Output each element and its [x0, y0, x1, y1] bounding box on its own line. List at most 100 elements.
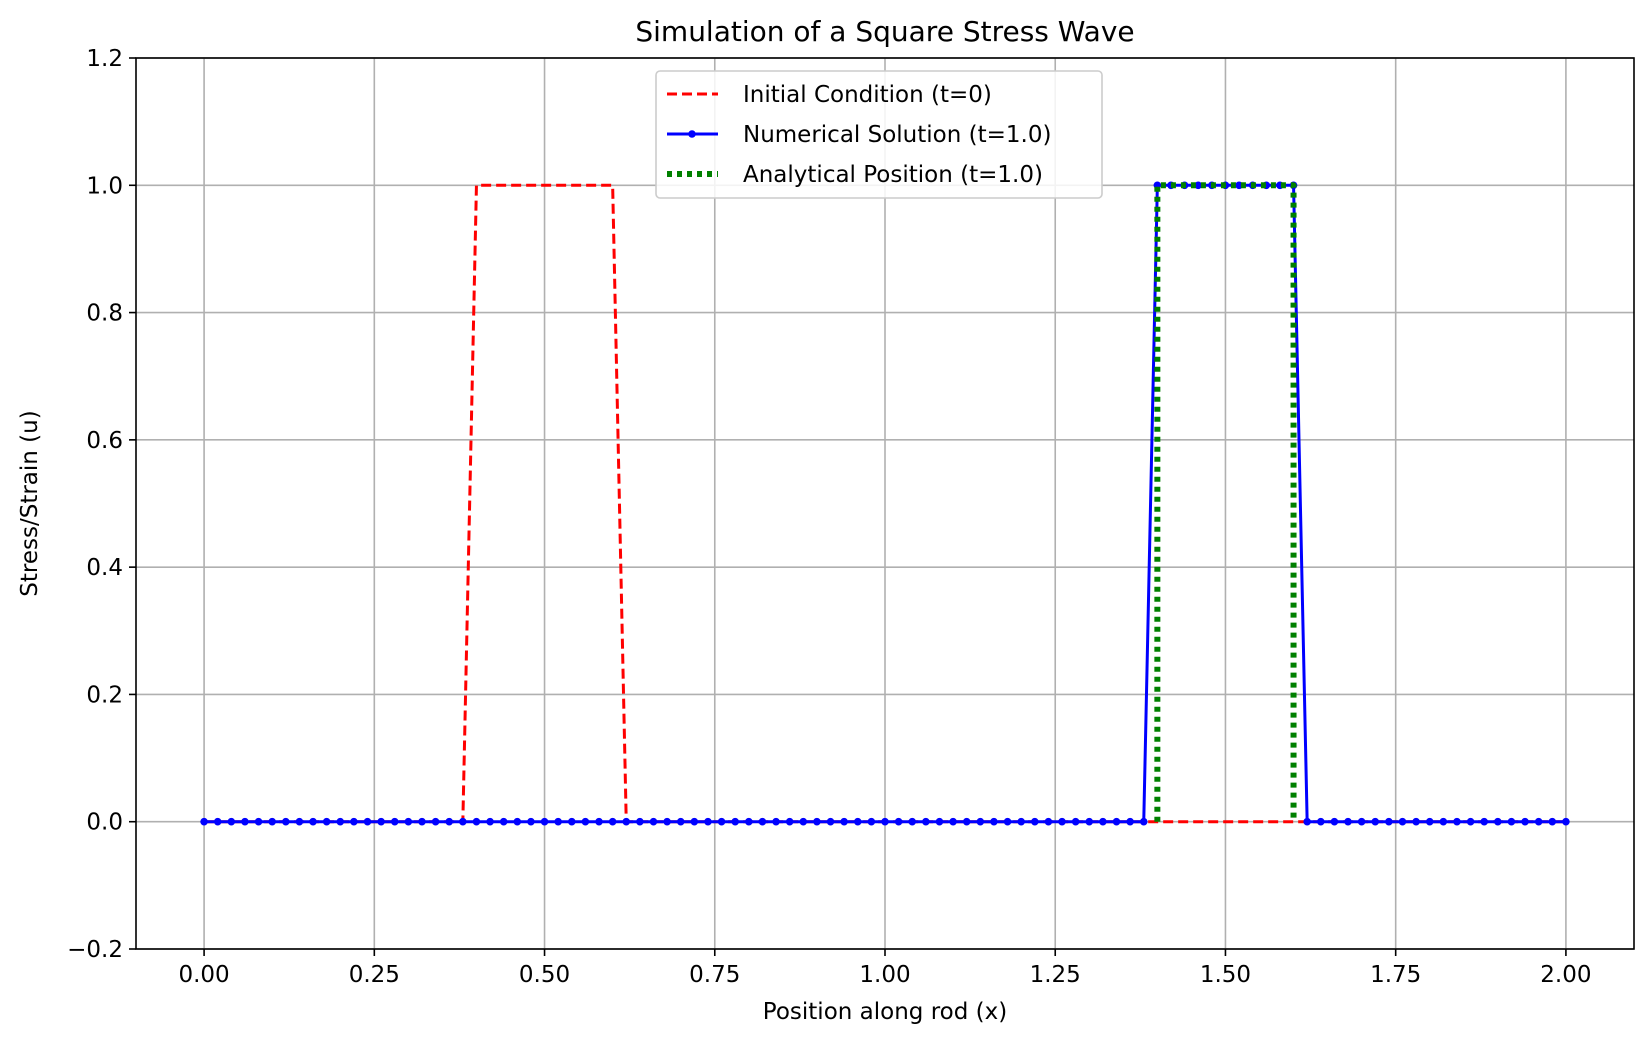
data-point [1357, 817, 1366, 826]
data-point [513, 817, 522, 826]
data-point [1085, 817, 1094, 826]
data-point [418, 817, 426, 826]
data-point [1194, 181, 1203, 190]
x-axis-label: Position along rod (x) [763, 999, 1007, 1025]
ticks: 0.00 0.25 0.50 0.75 1.00 1.25 1.50 1.75 2.00 −0.2… [67, 46, 1591, 988]
data-point [922, 817, 930, 826]
y-tick-label: −0.2 [67, 937, 123, 963]
data-point [350, 817, 358, 826]
data-point [241, 817, 249, 826]
data-point [567, 817, 576, 826]
data-point [527, 817, 535, 826]
data-point [1071, 817, 1080, 826]
data-point [690, 817, 699, 826]
data-point [268, 817, 276, 826]
y-tick-label: 1.2 [86, 46, 123, 72]
data-point [1562, 817, 1570, 826]
data-point [1112, 817, 1121, 826]
data-point [472, 817, 481, 826]
data-point [1031, 817, 1039, 826]
data-point [894, 817, 903, 826]
data-point [1003, 817, 1012, 826]
data-point [881, 817, 889, 826]
data-point [1507, 817, 1516, 826]
y-tick-label: 0.6 [86, 428, 123, 454]
data-point [336, 817, 345, 826]
data-point [813, 817, 821, 826]
data-point [663, 817, 671, 826]
data-point [649, 817, 658, 826]
x-tick-label: 2.00 [1540, 962, 1591, 988]
data-point [608, 817, 617, 826]
data-point [867, 817, 876, 826]
data-point [595, 817, 603, 826]
data-point [1017, 817, 1025, 826]
data-point [554, 817, 562, 826]
data-point [1412, 817, 1420, 826]
data-point [227, 817, 236, 826]
data-point [853, 817, 862, 826]
legend-label: Initial Condition (t=0) [743, 82, 992, 108]
data-point [1534, 817, 1543, 826]
legend-label: Numerical Solution (t=1.0) [743, 122, 1051, 148]
x-tick-label: 0.25 [349, 962, 400, 988]
x-tick-label: 0.75 [689, 962, 740, 988]
legend: Initial Condition (t=0) Numerical Solutio… [655, 70, 1103, 199]
legend-marker [688, 130, 696, 138]
data-point [785, 817, 794, 826]
data-point [377, 817, 385, 826]
data-point [404, 817, 413, 826]
data-point [581, 817, 590, 826]
data-point [1521, 817, 1529, 826]
data-point [1099, 817, 1107, 826]
data-point [731, 817, 739, 826]
data-point [758, 817, 767, 826]
data-point [1494, 817, 1502, 826]
data-point [363, 817, 372, 826]
data-point [962, 817, 971, 826]
data-point [772, 817, 780, 826]
x-tick-label: 1.75 [1370, 962, 1421, 988]
data-point [990, 817, 998, 826]
data-point [1058, 817, 1066, 826]
legend-label: Analytical Position (t=1.0) [743, 162, 1043, 188]
data-point [390, 817, 399, 826]
data-point [254, 817, 263, 826]
data-point [309, 817, 317, 826]
data-point [1330, 817, 1339, 826]
data-point [935, 817, 944, 826]
y-tick-label: 1.0 [86, 173, 123, 199]
x-tick-label: 1.25 [1030, 962, 1081, 988]
data-point [213, 817, 222, 826]
x-tick-label: 1.50 [1200, 962, 1251, 988]
data-point [1316, 817, 1325, 826]
data-point [1385, 817, 1393, 826]
data-point [840, 817, 848, 826]
data-point [622, 817, 631, 826]
x-tick-label: 0.00 [178, 962, 229, 988]
data-point [1303, 817, 1311, 826]
x-tick-label: 1.00 [859, 962, 910, 988]
data-point [1044, 817, 1053, 826]
data-point [1344, 817, 1352, 826]
data-point [799, 817, 808, 826]
chart-title: Simulation of a Square Stress Wave [635, 15, 1134, 48]
data-point [1139, 817, 1148, 826]
y-tick-label: 0.8 [86, 301, 123, 327]
series-line [1154, 182, 1297, 822]
series-layer [200, 181, 1570, 826]
data-point [445, 817, 454, 826]
data-point [949, 817, 957, 826]
data-point [826, 817, 835, 826]
data-point [1398, 817, 1407, 826]
data-point [1466, 817, 1475, 826]
data-point [540, 817, 549, 826]
data-point [704, 817, 712, 826]
data-point [1439, 817, 1448, 826]
data-point [1371, 817, 1380, 826]
data-point [1126, 817, 1134, 826]
y-tick-label: 0.0 [86, 810, 123, 836]
data-point [1425, 817, 1434, 826]
